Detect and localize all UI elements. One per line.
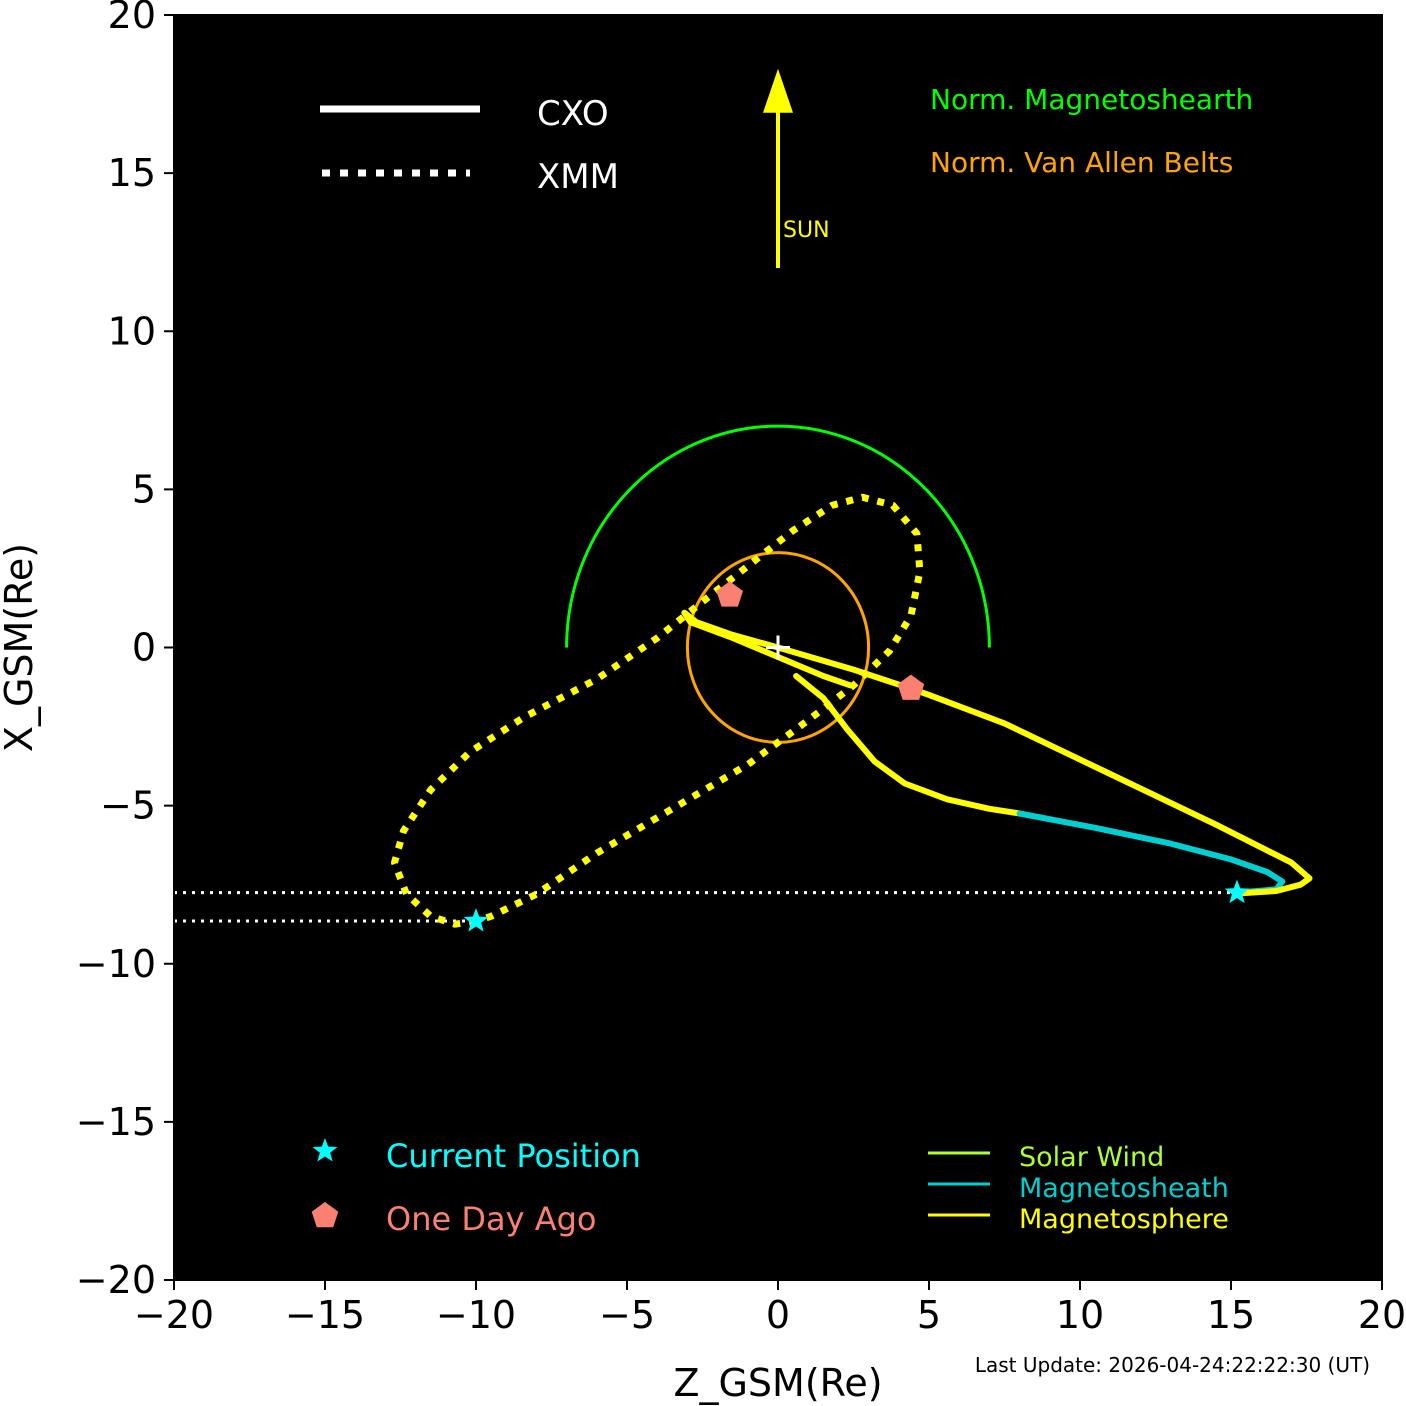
y-tick-label: −5 xyxy=(100,784,156,828)
sun-label: SUN xyxy=(783,218,830,243)
markers: SUN xyxy=(463,68,1250,932)
magnetosheath-boundary-label: Norm. Magnetoshearth xyxy=(930,83,1253,116)
y-tick-label: −20 xyxy=(76,1258,156,1302)
x-axis-label: Z_GSM(Re) xyxy=(673,1361,882,1405)
x-axis-ticks: −20 −15 −10 −5 0 5 10 15 20 xyxy=(134,1280,1406,1337)
orbits xyxy=(174,493,1313,928)
cxo-orbit-segment xyxy=(681,609,1313,897)
y-axis-label: X_GSM(Re) xyxy=(0,543,41,752)
cxo-one-day-ago-marker xyxy=(897,674,925,700)
y-tick-label: −15 xyxy=(76,1100,156,1144)
x-tick-label: −15 xyxy=(285,1293,365,1337)
cxo-legend-label: CXO xyxy=(537,94,609,134)
van-allen-boundary-label: Norm. Van Allen Belts xyxy=(930,146,1233,179)
x-tick-label: 5 xyxy=(917,1293,941,1337)
xmm-legend-label: XMM xyxy=(537,157,619,197)
y-axis-ticks: −20 −15 −10 −5 0 5 10 15 20 xyxy=(76,0,174,1302)
x-tick-label: 0 xyxy=(766,1293,790,1337)
x-tick-label: −10 xyxy=(436,1293,516,1337)
y-tick-label: 20 xyxy=(108,0,156,37)
x-tick-label: 10 xyxy=(1056,1293,1104,1337)
magnetosheath-boundary xyxy=(565,424,991,648)
xmm-current-position-marker xyxy=(463,908,489,932)
legends: CXO XMM Norm. Magnetoshearth Norm. Van Alle… xyxy=(311,83,1253,1238)
earth-plus-icon xyxy=(766,635,790,660)
sun-arrow-head xyxy=(763,68,793,113)
last-update-text: Last Update: 2026-04-24:22:22:30 (UT) xyxy=(975,1353,1370,1377)
one-day-ago-legend-label: One Day Ago xyxy=(386,1200,596,1238)
plot-frame xyxy=(173,14,1383,1281)
x-tick-label: −5 xyxy=(599,1293,655,1337)
x-tick-label: −20 xyxy=(134,1293,214,1337)
xmm-one-day-ago-marker xyxy=(716,581,743,607)
region-legend-label: Magnetosheath xyxy=(1019,1173,1229,1204)
region-legend-label: Magnetosphere xyxy=(1019,1204,1229,1235)
y-tick-label: 0 xyxy=(132,626,156,670)
star-legend-icon xyxy=(312,1138,338,1162)
y-tick-label: 10 xyxy=(108,309,156,353)
region-legend-label: Solar Wind xyxy=(1019,1142,1164,1173)
y-tick-label: −10 xyxy=(76,942,156,986)
cxo-current-position-marker xyxy=(1224,879,1250,904)
xmm-orbit-segment xyxy=(391,493,924,928)
y-tick-label: 5 xyxy=(132,467,156,511)
x-tick-label: 15 xyxy=(1207,1293,1255,1337)
pentagon-legend-icon xyxy=(311,1202,339,1228)
current-position-legend-label: Current Position xyxy=(386,1137,641,1175)
x-tick-label: 20 xyxy=(1358,1293,1406,1337)
y-tick-label: 15 xyxy=(108,151,156,195)
